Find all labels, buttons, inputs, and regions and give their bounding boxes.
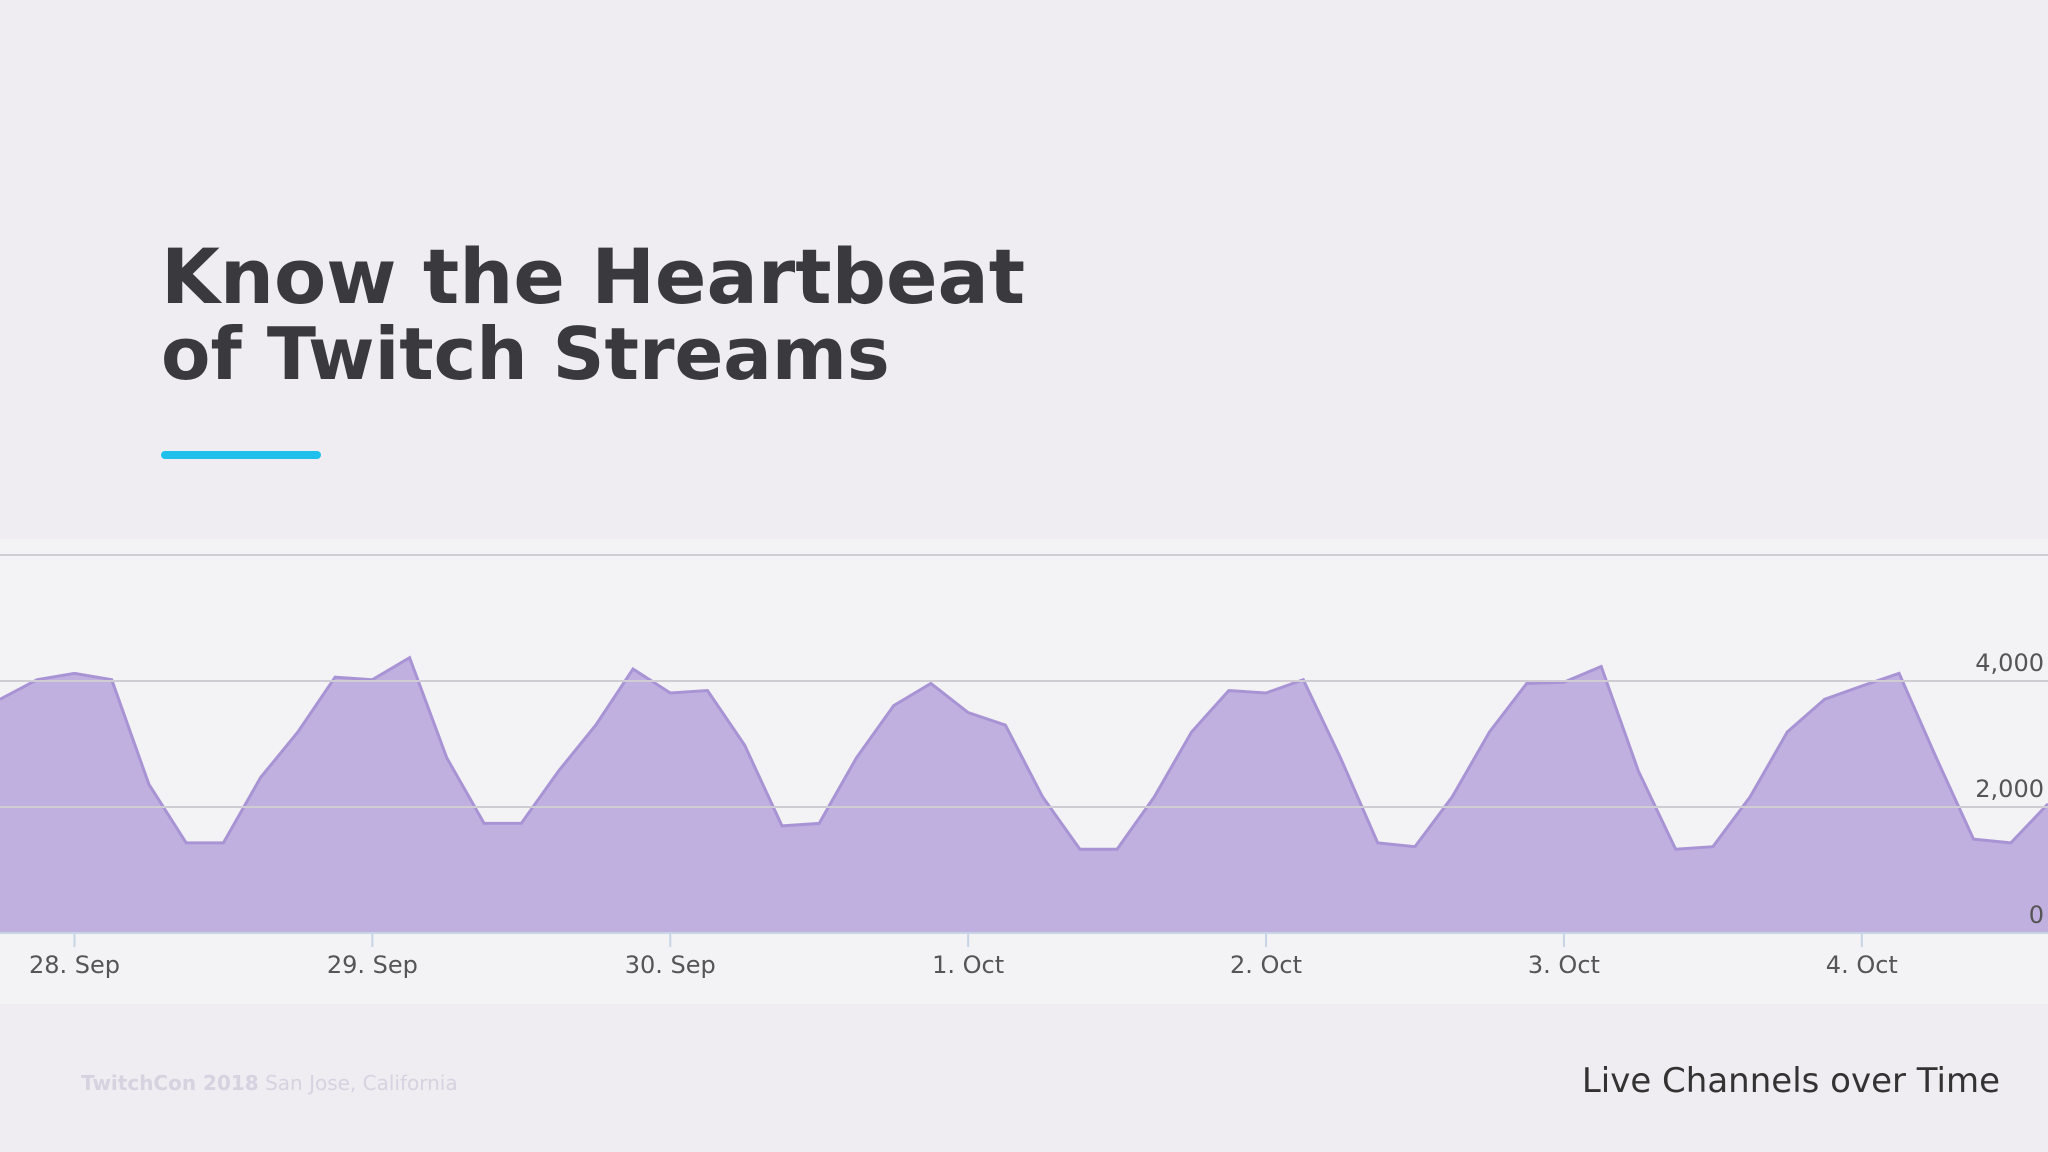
heading-line: of Twitch Streams: [161, 312, 890, 396]
x-tick-label: 3. Oct: [1528, 951, 1600, 979]
chart-title: Live Channels over Time: [1582, 1061, 2000, 1101]
x-tick-label: 30. Sep: [625, 951, 716, 979]
y-tick-label: 0: [2029, 901, 2044, 929]
footer-event: TwitchCon 2018: [81, 1071, 259, 1095]
footer-text: TwitchCon 2018 San Jose, California: [81, 1071, 458, 1095]
x-tick-label: 28. Sep: [29, 951, 120, 979]
area: [0, 657, 2048, 933]
x-tick-label: 1. Oct: [932, 951, 1004, 979]
x-tick-label: 29. Sep: [327, 951, 418, 979]
y-tick-label: 4,000: [1975, 649, 2044, 677]
area-outline: [0, 655, 2048, 851]
footer-place: San Jose, California: [265, 1071, 458, 1095]
x-tick-label: 4. Oct: [1826, 951, 1898, 979]
accent-bar: [161, 451, 321, 459]
y-tick-label: 2,000: [1975, 775, 2044, 803]
x-tick-label: 2. Oct: [1230, 951, 1302, 979]
heading-line: Know the Heartbeat: [161, 232, 1025, 321]
